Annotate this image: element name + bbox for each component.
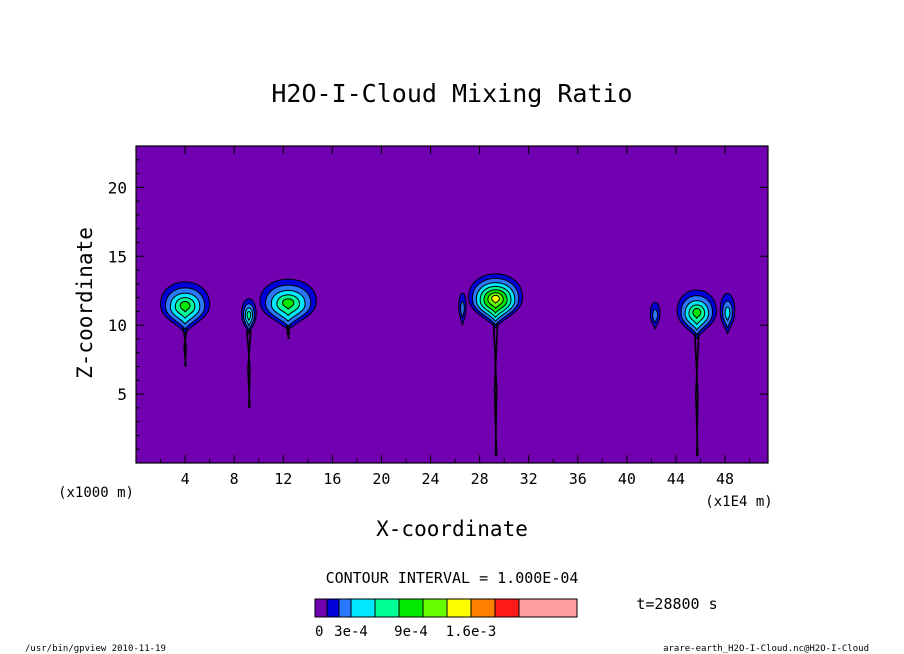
colorbar-swatch-9 <box>470 598 496 618</box>
cloud-5-contour-level-7 <box>491 294 500 304</box>
cloud-2-contour-level-4 <box>246 310 252 323</box>
colorbar-tick-label-2: 3e-4 <box>334 624 368 640</box>
cloud-1 <box>160 281 211 367</box>
colorbar-tick-label-1: 0 <box>315 624 323 640</box>
colorbar-swatch-10 <box>494 598 520 618</box>
x-tick-label-36: 36 <box>569 470 587 488</box>
cloud-4-contour-level-2 <box>460 301 465 318</box>
footer-program-date: /usr/bin/gpview 2010-11-19 <box>25 644 166 654</box>
cloud-2 <box>241 298 257 408</box>
colorbar-swatch-5 <box>374 598 400 618</box>
cloud-3 <box>259 278 317 340</box>
colorbar-tick-label-3: 9e-4 <box>394 624 428 640</box>
x-unit-right: (x1E4 m) <box>705 494 772 510</box>
colorbar-swatch-7 <box>422 598 448 618</box>
colorbar-swatch-2 <box>326 598 340 618</box>
x-tick-label-40: 40 <box>618 470 636 488</box>
cloud-8 <box>719 293 736 335</box>
cloud-7-contour-level-5 <box>692 308 702 320</box>
colorbar-swatch-1 <box>314 598 328 618</box>
cloud-6-contour-level-2 <box>652 308 659 324</box>
y-tick-label-20: 20 <box>108 178 127 197</box>
colorbar-tick-label-4: 1.6e-3 <box>446 624 497 640</box>
x-tick-label-16: 16 <box>323 470 341 488</box>
contour-interval-label: CONTOUR INTERVAL = 1.000E-04 <box>326 569 579 587</box>
colorbar-tick-labels: 0 3e-4 9e-4 1.6e-3 <box>315 624 496 640</box>
x-tick-label-44: 44 <box>667 470 685 488</box>
cloud-7 <box>676 289 717 457</box>
x-unit-left: (x1000 m) <box>58 485 134 501</box>
cloud-5-stem <box>492 322 499 457</box>
cloud-8-contour-level-3 <box>724 306 731 321</box>
colorbar-swatch-3 <box>338 598 352 618</box>
cloud-7-stem <box>694 333 700 457</box>
cloud-3-stem <box>285 324 291 340</box>
x-axis: 4 8 12 16 20 24 28 32 36 40 44 48 <box>160 146 751 488</box>
x-tick-label-32: 32 <box>520 470 538 488</box>
colorbar-swatch-4 <box>350 598 376 618</box>
x-tick-label-4: 4 <box>181 470 190 488</box>
x-tick-label-12: 12 <box>274 470 292 488</box>
x-tick-label-48: 48 <box>716 470 734 488</box>
cloud-3-contour-level-5 <box>282 298 295 310</box>
cloud-4 <box>458 292 467 326</box>
plot-frame <box>135 145 769 464</box>
x-tick-label-20: 20 <box>372 470 390 488</box>
chart-title: H2O-I-Cloud Mixing Ratio <box>271 79 632 108</box>
colorbar-swatch-8 <box>446 598 472 618</box>
y-axis-label: Z-coordinate <box>73 227 97 379</box>
cloud-6 <box>649 301 661 330</box>
y-axis: 5 10 15 20 <box>108 159 768 450</box>
footer-source-file: arare-earth_H2O-I-Cloud.nc@H2O-I-Cloud <box>663 644 869 654</box>
colorbar-swatch-11 <box>518 598 578 618</box>
colorbar <box>314 598 578 618</box>
cloud-1-contour-level-5 <box>179 300 191 313</box>
x-axis-label: X-coordinate <box>376 517 528 541</box>
y-tick-label-15: 15 <box>108 247 127 266</box>
x-tick-label-24: 24 <box>421 470 439 488</box>
time-label: t=28800 s <box>636 595 717 613</box>
colorbar-swatch-6 <box>398 598 424 618</box>
plot-background <box>136 146 768 463</box>
x-tick-label-8: 8 <box>230 470 239 488</box>
cloud-5 <box>468 273 524 457</box>
cloud-2-stem <box>246 330 252 408</box>
y-tick-label-5: 5 <box>117 385 127 404</box>
x-tick-label-28: 28 <box>471 470 489 488</box>
plot-area <box>135 145 769 464</box>
cloud-1-stem <box>182 327 188 367</box>
y-tick-label-10: 10 <box>108 316 127 335</box>
